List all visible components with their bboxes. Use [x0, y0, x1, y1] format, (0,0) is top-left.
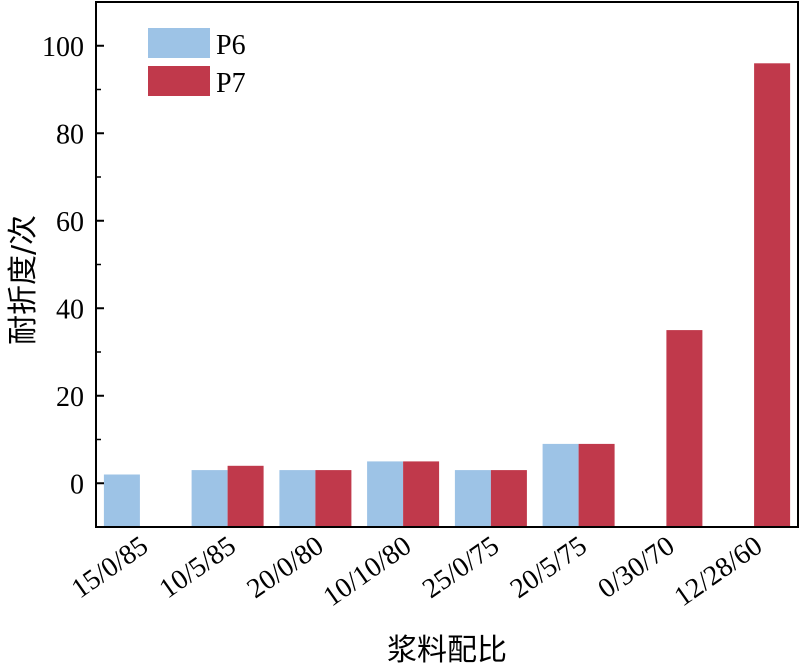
x-tick-label: 12/28/60 — [669, 530, 768, 613]
bars-group — [103, 63, 791, 528]
legend-label-p7: P7 — [216, 68, 246, 99]
x-tick-label: 20/0/80 — [242, 530, 330, 604]
bar-p7-12-28-60 — [754, 63, 791, 528]
bar-p6-15-0-85 — [103, 474, 140, 527]
bar-p7-25-0-75 — [490, 470, 527, 527]
x-tick-label: 10/10/80 — [318, 530, 417, 613]
x-tick-label: 25/0/75 — [417, 530, 505, 604]
x-tick-label: 20/5/75 — [505, 530, 593, 604]
y-axis-title: 耐折度/次 — [6, 215, 41, 345]
bar-p7-20-0-80 — [315, 470, 352, 527]
bar-p6-20-0-80 — [279, 470, 316, 527]
x-tick-label: 15/0/85 — [66, 530, 154, 604]
y-axis: 0 20 40 60 80 100 — [42, 1, 104, 500]
y-tick-label: 20 — [56, 382, 84, 413]
y-tick-label: 0 — [70, 469, 84, 500]
x-tick-label: 0/30/70 — [593, 530, 681, 604]
x-tick-label: 10/5/85 — [154, 530, 242, 604]
bar-p6-10-5-85 — [191, 470, 228, 527]
y-tick-label: 80 — [56, 119, 84, 150]
bar-p6-25-0-75 — [454, 470, 491, 527]
legend-swatch-p7 — [148, 66, 210, 96]
bar-p7-10-10-80 — [403, 461, 440, 527]
legend-label-p6: P6 — [216, 30, 246, 61]
bar-p6-20-5-75 — [542, 443, 579, 527]
bar-p7-20-5-75 — [578, 443, 615, 527]
bar-p7-0-30-70 — [666, 330, 703, 527]
y-tick-label: 100 — [42, 32, 84, 63]
y-tick-label: 60 — [56, 207, 84, 238]
legend-swatch-p6 — [148, 28, 210, 58]
y-tick-label: 40 — [56, 294, 84, 325]
x-axis-title: 浆料配比 — [387, 633, 507, 668]
bar-p7-10-5-85 — [227, 465, 264, 528]
bar-p6-10-10-80 — [367, 461, 404, 527]
